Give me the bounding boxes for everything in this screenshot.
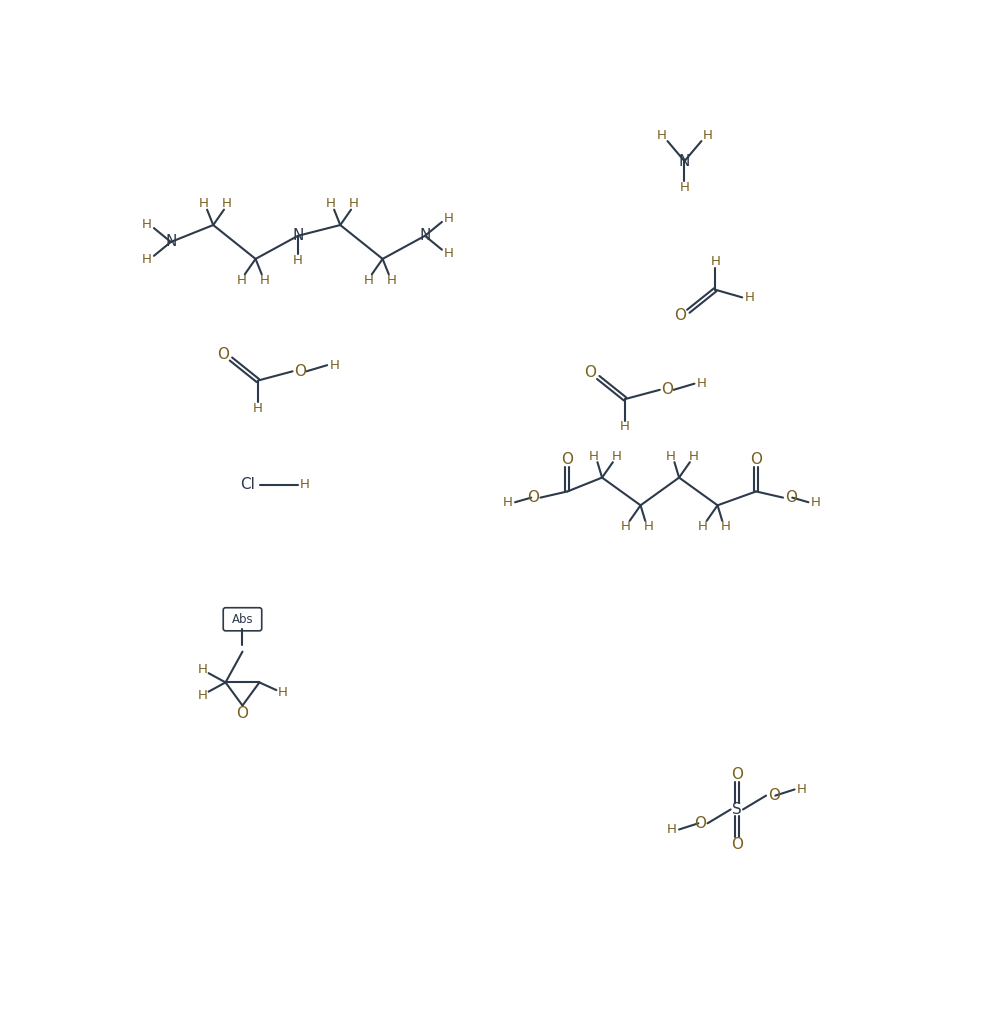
Text: H: H	[327, 197, 336, 210]
Text: H: H	[810, 495, 821, 509]
Text: O: O	[218, 347, 229, 362]
Text: H: H	[721, 521, 731, 534]
Text: H: H	[387, 274, 397, 287]
Text: H: H	[698, 521, 708, 534]
Text: H: H	[688, 450, 699, 462]
Text: H: H	[253, 402, 263, 415]
Text: H: H	[444, 212, 454, 225]
Text: H: H	[260, 274, 270, 287]
Text: N: N	[678, 153, 690, 169]
Text: S: S	[732, 802, 742, 817]
Text: N: N	[165, 234, 176, 249]
Text: O: O	[768, 788, 780, 803]
Text: O: O	[237, 705, 249, 720]
Text: O: O	[784, 490, 796, 506]
Text: N: N	[292, 228, 303, 243]
Text: O: O	[527, 490, 538, 506]
Text: H: H	[620, 421, 630, 433]
FancyBboxPatch shape	[223, 607, 262, 631]
Text: H: H	[589, 450, 599, 462]
Text: H: H	[198, 689, 208, 702]
Text: H: H	[330, 358, 340, 371]
Text: O: O	[294, 364, 306, 378]
Text: H: H	[796, 783, 806, 796]
Text: N: N	[419, 228, 430, 243]
Text: O: O	[750, 452, 762, 467]
Text: H: H	[237, 274, 247, 287]
Text: H: H	[444, 247, 454, 260]
Text: O: O	[561, 452, 574, 467]
Text: Cl: Cl	[241, 477, 255, 492]
Text: H: H	[656, 129, 666, 142]
Text: O: O	[731, 836, 743, 852]
Text: O: O	[585, 365, 597, 380]
Text: H: H	[698, 377, 707, 390]
Text: H: H	[503, 495, 513, 509]
Text: H: H	[222, 197, 232, 210]
Text: H: H	[703, 129, 713, 142]
Text: O: O	[731, 767, 743, 782]
Text: H: H	[621, 521, 631, 534]
Text: H: H	[679, 181, 689, 194]
Text: H: H	[667, 823, 677, 836]
Text: O: O	[661, 382, 673, 398]
Text: H: H	[277, 686, 287, 699]
Text: H: H	[293, 254, 302, 267]
Text: H: H	[711, 255, 720, 268]
Text: H: H	[142, 218, 152, 231]
Text: H: H	[142, 253, 152, 266]
Text: H: H	[644, 521, 654, 534]
Text: H: H	[665, 450, 675, 462]
Text: H: H	[300, 478, 309, 491]
Text: O: O	[674, 309, 686, 324]
Text: H: H	[612, 450, 622, 462]
Text: H: H	[745, 291, 755, 304]
Text: H: H	[364, 274, 374, 287]
Text: H: H	[198, 663, 208, 676]
Text: H: H	[349, 197, 359, 210]
Text: H: H	[199, 197, 209, 210]
Text: O: O	[694, 816, 706, 830]
Text: Abs: Abs	[232, 612, 253, 626]
